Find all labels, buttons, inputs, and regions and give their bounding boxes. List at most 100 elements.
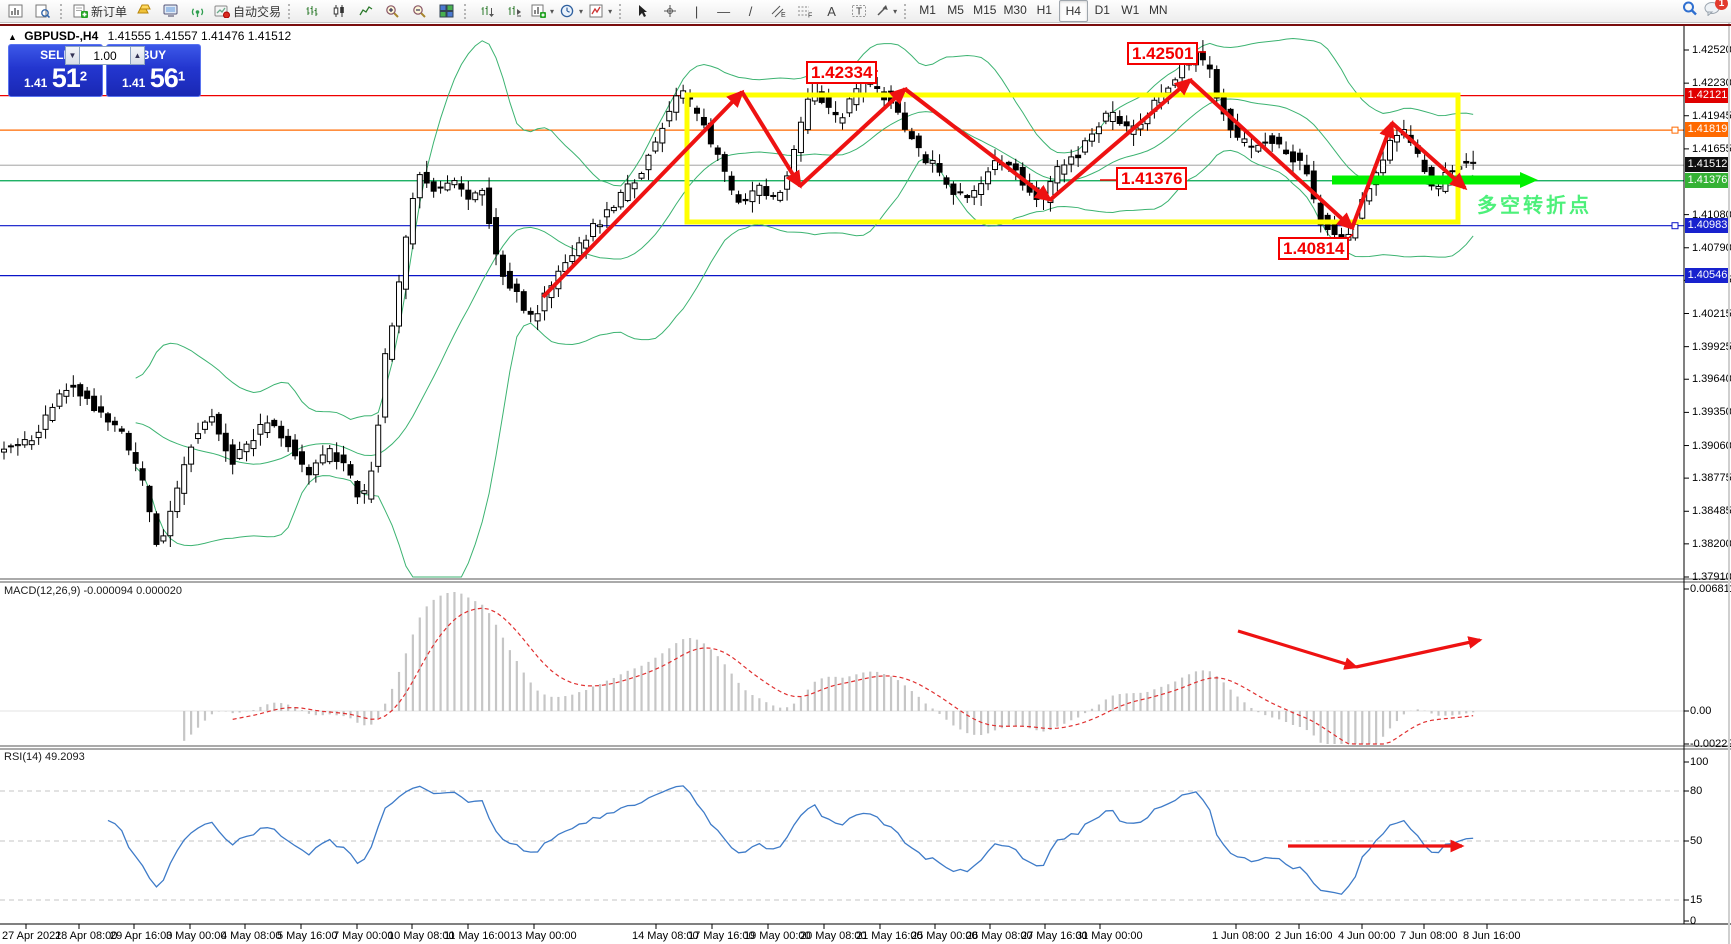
step-forward-icon[interactable] [501, 1, 528, 21]
candlestick-mode-icon[interactable] [325, 1, 352, 21]
chevron-down-icon: ▾ [579, 6, 584, 16]
window-right-edge [1728, 0, 1730, 944]
rsi-axis-label: 100 [1690, 756, 1709, 768]
volume-input[interactable] [80, 46, 130, 65]
price-line-badge: 1.41819 [1685, 122, 1730, 138]
label-tool-icon[interactable]: T [845, 1, 872, 21]
price-tick-label: 1.41945 [1692, 109, 1731, 122]
autotrading-button[interactable]: 自动交易 [211, 1, 284, 21]
crosshair-tool-icon[interactable] [656, 1, 683, 21]
notifications-icon[interactable]: 1 [1704, 0, 1728, 21]
price-tick-label: 1.38485 [1692, 505, 1731, 518]
hline-glyph: — [717, 3, 731, 19]
channel-tool-icon[interactable]: E [764, 1, 791, 21]
profiles-icon[interactable] [29, 1, 56, 21]
tile-windows-icon[interactable] [433, 1, 460, 21]
timeframe-button-d1[interactable]: D1 [1094, 3, 1110, 17]
text-glyph: A [827, 3, 836, 19]
price-tick-label: 1.39060 [1692, 439, 1731, 452]
timeframe-button-m30[interactable]: M30 [1003, 3, 1027, 17]
date-tick-label: 4 Jun 00:00 [1338, 930, 1396, 942]
sell-price-small: 1.41 [23, 76, 48, 90]
chevron-down-icon: ▾ [608, 6, 613, 16]
price-line-badge: 1.40546 [1685, 267, 1730, 283]
timeframe-button-h4[interactable]: H4 [1058, 0, 1088, 22]
vline-glyph: | [694, 3, 699, 19]
date-tick-label: 13 May 00:00 [510, 930, 577, 942]
timeframe-button-m15[interactable]: M15 [973, 3, 997, 17]
window-top-edge [0, 24, 1731, 26]
date-tick-label: 5 May 16:00 [277, 930, 338, 942]
rsi-axis-label: 0 [1690, 915, 1697, 927]
price-tick-label: 1.41080 [1692, 208, 1731, 221]
new-chart-icon[interactable]: ▾ [528, 1, 557, 21]
chevron-down-icon: ▾ [550, 6, 555, 16]
toolbar: 新订单 自动交易 [0, 0, 1731, 23]
buy-price-big: 56 [149, 63, 179, 93]
fibonacci-tool-icon[interactable]: F [791, 1, 818, 21]
volume-control: ▼ ▲ [65, 46, 145, 65]
rsi-label: RSI(14) 49.2093 [4, 751, 85, 763]
buy-price-small: 1.41 [121, 76, 146, 90]
price-tick-label: 1.38775 [1692, 472, 1731, 485]
rsi-axis-label: 15 [1690, 894, 1703, 906]
price-callout[interactable]: 1.42501 [1127, 42, 1199, 65]
new-order-button[interactable]: 新订单 [70, 1, 130, 21]
price-line-badge: 1.41376 [1685, 172, 1730, 188]
price-callout[interactable]: 1.41376 [1116, 167, 1188, 190]
date-tick-label: 28 Apr 08:00 [55, 930, 118, 942]
sell-price: 1.41 512 [9, 63, 102, 94]
metaeditor-icon[interactable] [157, 1, 184, 21]
horizontal-line-tool-icon[interactable]: — [710, 1, 737, 21]
search-icon[interactable] [1682, 1, 1698, 21]
periods-icon[interactable]: ▾ [557, 1, 586, 21]
indicators-icon[interactable]: ▾ [586, 1, 615, 21]
trendline-tool-icon[interactable]: / [737, 1, 764, 21]
date-tick-label: 17 May 16:00 [688, 930, 755, 942]
line-chart-mode-icon[interactable] [352, 1, 379, 21]
toolbar-separator [60, 3, 66, 19]
svg-text:T: T [856, 7, 862, 18]
date-tick-label: 27 May 16:00 [1021, 930, 1088, 942]
notification-badge: 1 [1715, 0, 1728, 10]
timeframe-button-w1[interactable]: W1 [1121, 3, 1140, 17]
date-tick-label: 29 Apr 16:00 [110, 930, 173, 942]
timeframe-button-h1[interactable]: H1 [1036, 3, 1052, 17]
price-tick-label: 1.42230 [1692, 77, 1731, 90]
date-tick-label: 11 May 16:00 [444, 930, 510, 942]
bar-chart-mode-icon[interactable] [298, 1, 325, 21]
date-tick-label: 3 May 00:00 [166, 930, 227, 942]
timeframe-toolbar: M1 M5 M15 M30 H1 H4 D1 W1 MN [914, 0, 1172, 22]
zoom-in-icon[interactable] [379, 1, 406, 21]
arrange-windows-icon[interactable] [474, 1, 501, 21]
price-callout[interactable]: 1.42334 [806, 61, 878, 84]
timeframe-button-m1[interactable]: M1 [919, 3, 936, 17]
vertical-line-tool-icon[interactable]: | [683, 1, 710, 21]
volume-decrease-button[interactable]: ▼ [65, 46, 80, 65]
cursor-tool-icon[interactable] [629, 1, 656, 21]
volume-increase-button[interactable]: ▲ [130, 46, 145, 65]
toolbar-separator [464, 3, 470, 19]
zoom-out-icon[interactable] [406, 1, 433, 21]
chevron-down-icon: ▾ [893, 6, 898, 16]
timeframe-button-mn[interactable]: MN [1148, 3, 1168, 17]
one-click-trading-panel: SELL 1.41 512 BUY 1.41 561 ▼ ▲ [8, 44, 201, 97]
signals-icon[interactable] [184, 1, 211, 21]
shapes-tool-icon[interactable]: ▾ [872, 1, 900, 21]
chart-title: ▲ GBPUSD-,H4 1.41555 1.41557 1.41476 1.4… [8, 29, 291, 43]
macd-axis-label: -0.002227 [1690, 738, 1731, 750]
sell-price-sup: 2 [79, 68, 88, 84]
date-tick-label: 2 Jun 16:00 [1275, 930, 1333, 942]
chart-window-icon[interactable] [2, 1, 29, 21]
timeframe-button-m5[interactable]: M5 [947, 3, 964, 17]
text-tool-icon[interactable]: A [818, 1, 845, 21]
turning-point-note[interactable]: 多空转折点 [1477, 195, 1592, 217]
price-tick-label: 1.38200 [1692, 537, 1731, 550]
price-callout[interactable]: 1.40814 [1278, 237, 1350, 260]
gold-icon[interactable] [130, 1, 157, 21]
svg-text:E: E [781, 12, 786, 18]
rsi-axis-label: 50 [1690, 835, 1703, 847]
price-tick-label: 1.39640 [1692, 373, 1731, 386]
